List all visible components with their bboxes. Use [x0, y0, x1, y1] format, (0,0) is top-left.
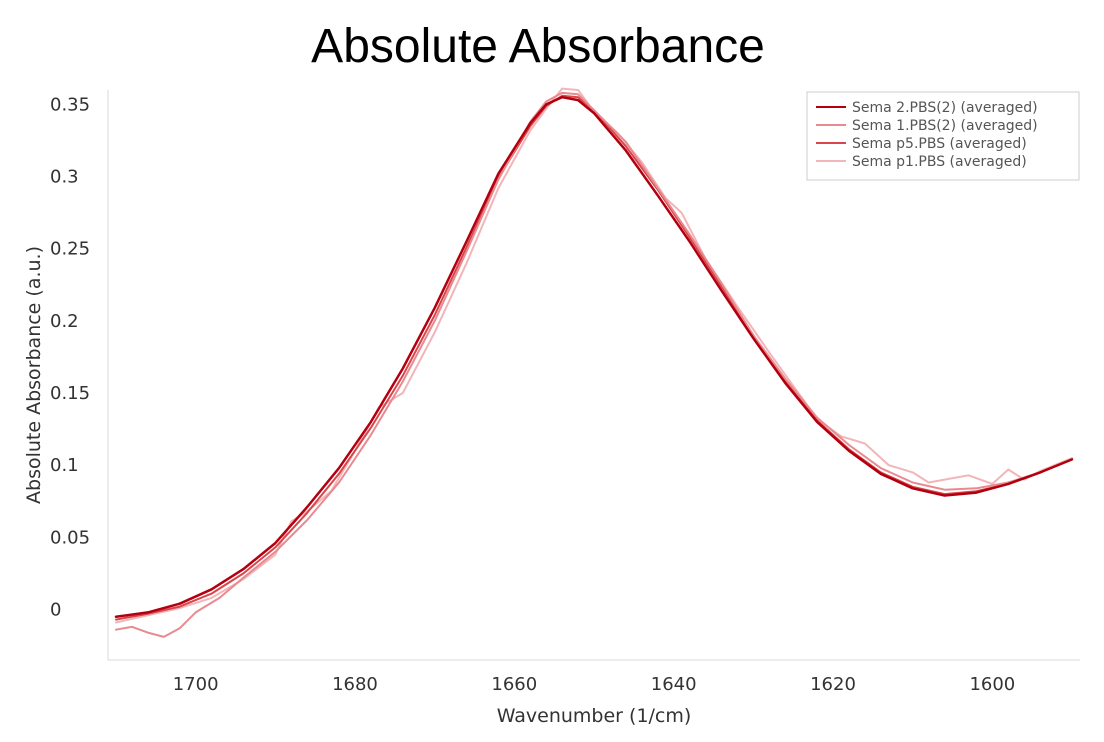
x-tick-label: 1660 — [491, 674, 537, 695]
y-tick-label: 0.2 — [50, 311, 79, 332]
x-tick-label: 1620 — [810, 674, 856, 695]
legend-label: Sema p1.PBS (averaged) — [852, 154, 1027, 170]
y-tick-label: 0 — [50, 599, 61, 620]
x-tick-label: 1700 — [173, 674, 219, 695]
legend-label: Sema 2.PBS(2) (averaged) — [852, 100, 1038, 116]
y-axis-label: Absolute Absorbance (a.u.) — [23, 246, 45, 504]
y-tick-labels: 0 0.05 0.1 0.15 0.2 0.25 0.3 0.35 — [50, 94, 90, 620]
y-tick-label: 0.35 — [50, 94, 90, 115]
legend-label: Sema p5.PBS (averaged) — [852, 136, 1027, 152]
legend-label: Sema 1.PBS(2) (averaged) — [852, 118, 1038, 134]
chart-title: Absolute Absorbance — [311, 20, 765, 73]
series-line-3 — [115, 94, 1073, 621]
series-line-1 — [114, 95, 1074, 618]
series-group — [114, 87, 1074, 638]
y-tick-label: 0.1 — [50, 455, 79, 476]
x-tick-label: 1600 — [969, 674, 1015, 695]
x-tick-label: 1640 — [651, 674, 697, 695]
legend-box — [806, 91, 1080, 181]
legend: Sema 2.PBS(2) (averaged) Sema 1.PBS(2) (a… — [806, 91, 1080, 181]
y-tick-label: 0.15 — [50, 383, 90, 404]
series-line-2 — [115, 91, 1073, 638]
y-tick-label: 0.25 — [50, 239, 90, 260]
plot-area — [107, 87, 1080, 661]
x-axis-label: Wavenumber (1/cm) — [497, 705, 692, 727]
x-tick-label: 1680 — [332, 674, 378, 695]
x-tick-labels: 1700 1680 1660 1640 1620 1600 — [173, 674, 1016, 695]
y-tick-label: 0.05 — [50, 527, 90, 548]
y-tick-label: 0.3 — [50, 167, 79, 188]
